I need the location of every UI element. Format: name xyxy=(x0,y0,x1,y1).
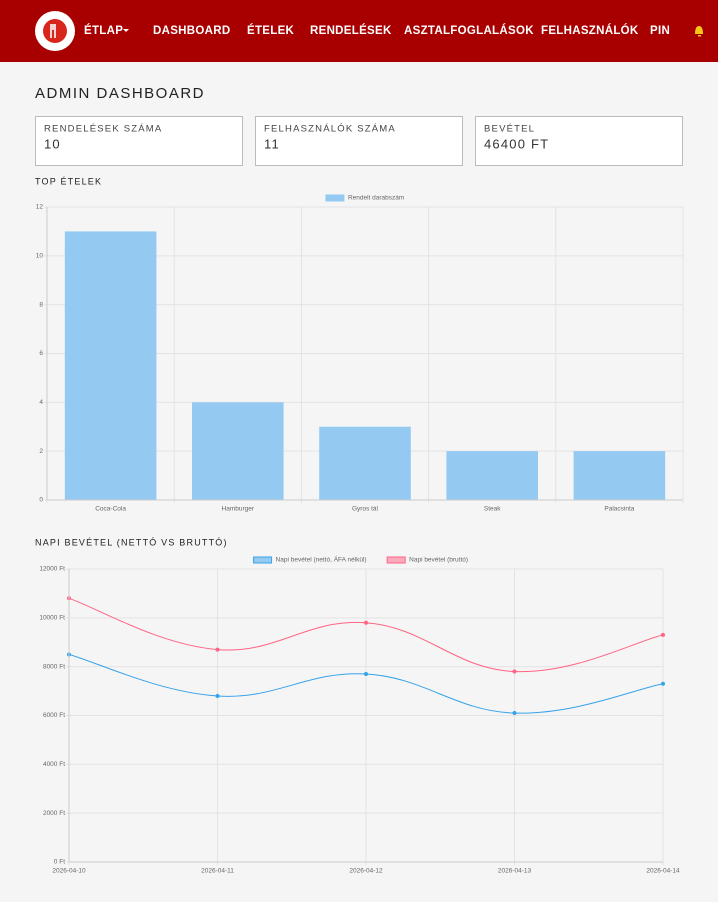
nav-link[interactable]: ASZTALFOGLALÁSOK xyxy=(404,24,534,37)
stat-value: 10 xyxy=(44,136,61,151)
y-tick-label: 8 xyxy=(39,301,43,308)
stat-value: 11 xyxy=(264,136,280,151)
legend-label[interactable]: Napi bevétel (nettó, ÁFA nélkül) xyxy=(276,555,367,564)
data-point xyxy=(512,711,517,716)
y-tick-label: 2000 Ft xyxy=(43,810,65,817)
y-tick-label: 4 xyxy=(39,399,43,406)
data-point xyxy=(512,669,517,674)
y-tick-label: 12 xyxy=(36,204,44,211)
y-tick-label: 0 xyxy=(39,497,43,504)
stat-label: FELHASZNÁLÓK SZÁMA xyxy=(264,124,396,135)
stat-card xyxy=(475,116,683,166)
y-tick-label: 6000 Ft xyxy=(43,712,65,719)
stat-value: 46400 FT xyxy=(484,136,549,151)
nav-link[interactable]: ÉTELEK xyxy=(247,24,295,37)
chart-title: TOP ÉTELEK xyxy=(35,176,102,186)
data-point xyxy=(661,681,665,686)
chart-title: NAPI BEVÉTEL (NETTÓ VS BRUTTÓ) xyxy=(35,537,228,547)
x-tick-label: Steak xyxy=(484,506,501,513)
x-tick-label: 2026-04-10 xyxy=(52,868,86,875)
bar xyxy=(573,451,666,500)
data-point xyxy=(364,671,368,676)
y-tick-label: 0 Ft xyxy=(54,859,65,866)
x-tick-label: Coca-Cola xyxy=(95,506,126,513)
legend-swatch xyxy=(253,556,273,564)
data-point xyxy=(215,693,220,698)
data-point xyxy=(215,647,220,652)
x-tick-label: Palacsinta xyxy=(604,506,634,513)
y-tick-label: 10 xyxy=(36,253,44,260)
stat-card xyxy=(35,116,243,166)
y-tick-label: 2 xyxy=(39,448,43,455)
bar xyxy=(64,231,157,500)
stat-label: BEVÉTEL xyxy=(484,124,535,135)
x-tick-label: 2026-04-11 xyxy=(201,868,234,875)
y-tick-label: 8000 Ft xyxy=(43,663,65,670)
y-tick-label: 10000 Ft xyxy=(39,615,65,622)
page-title: ADMIN DASHBOARD xyxy=(35,85,205,102)
legend-swatch xyxy=(325,194,345,202)
y-tick-label: 12000 Ft xyxy=(39,566,65,573)
y-tick-label: 4000 Ft xyxy=(43,761,65,768)
x-tick-label: 2026-04-12 xyxy=(349,868,383,875)
stat-card xyxy=(255,116,463,166)
dropdown-caret xyxy=(123,29,129,32)
x-tick-label: Hamburger xyxy=(222,506,255,513)
bar xyxy=(319,426,411,500)
stat-label: RENDELÉSEK SZÁMA xyxy=(44,124,162,135)
y-tick-label: 6 xyxy=(39,350,43,357)
x-tick-label: 2026-04-13 xyxy=(498,868,532,875)
data-point xyxy=(364,620,368,625)
logo-icon xyxy=(50,24,56,38)
data-point xyxy=(661,632,665,637)
bar xyxy=(192,402,284,500)
nav-link[interactable]: RENDELÉSEK xyxy=(310,24,392,37)
nav-link[interactable]: ÉTLAP xyxy=(84,24,123,37)
bar xyxy=(446,451,538,500)
nav-link[interactable]: PIN xyxy=(650,25,670,37)
x-tick-label: Gyros tál xyxy=(352,506,379,513)
x-tick-label: 2026-04-14 xyxy=(646,868,680,875)
navbar xyxy=(0,0,718,62)
legend-swatch xyxy=(386,556,406,564)
nav-link[interactable]: FELHASZNÁLÓK xyxy=(541,24,639,37)
legend-label[interactable]: Rendelt darabszám xyxy=(348,195,404,202)
nav-link[interactable]: DASHBOARD xyxy=(153,25,230,37)
bell-icon[interactable] xyxy=(695,26,703,37)
legend-label[interactable]: Napi bevétel (bruttó) xyxy=(409,557,468,564)
